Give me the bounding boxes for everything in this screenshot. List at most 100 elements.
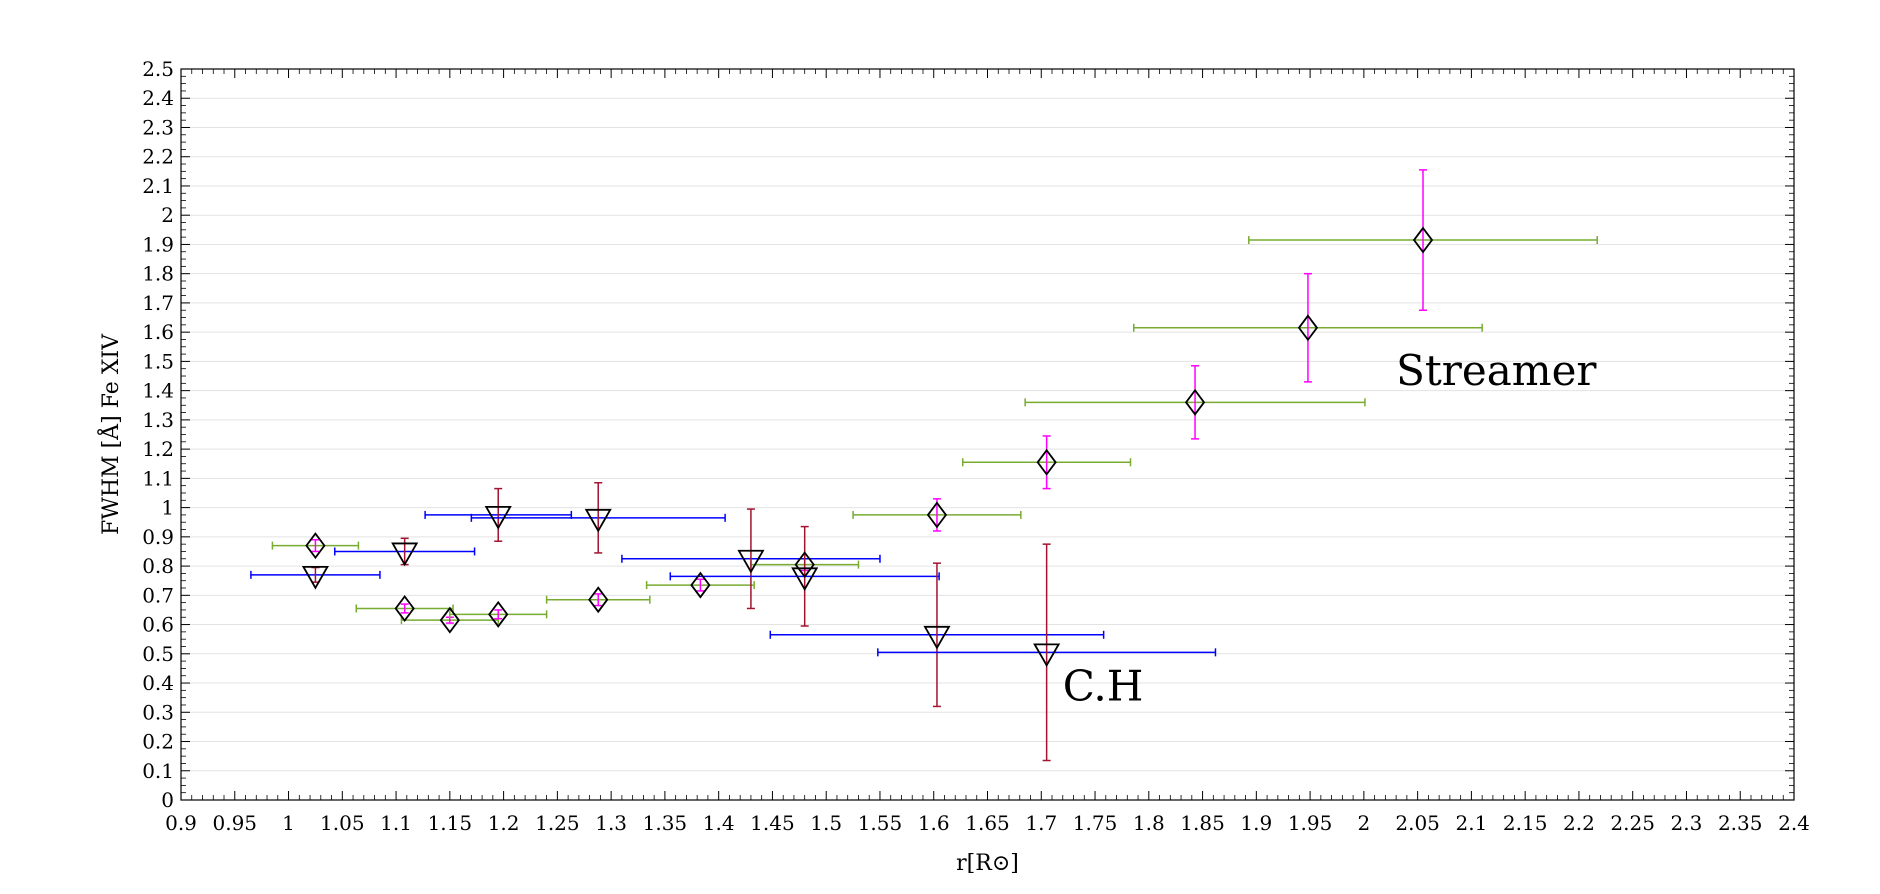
- y-tick-label: 0.7: [142, 583, 174, 607]
- diamond-marker: [1036, 448, 1057, 476]
- triangle-down-marker: [791, 567, 819, 592]
- y-tick-label: 1.8: [142, 262, 174, 286]
- x-tick-label: 2.3: [1671, 811, 1703, 835]
- x-tick-label: 1.05: [320, 811, 365, 835]
- y-tick-label: 0.5: [142, 642, 174, 666]
- triangle-down-marker: [391, 542, 419, 567]
- x-tick-label: 1.5: [810, 811, 842, 835]
- y-tick-label: 2.4: [142, 86, 174, 110]
- x-tick-label: 1.25: [535, 811, 580, 835]
- y-tick-label: 1.5: [142, 349, 174, 373]
- error-bar-s0-p3: [449, 609, 548, 620]
- annotation-streamer: Streamer: [1396, 346, 1597, 395]
- y-tick-label: 1: [161, 496, 174, 520]
- y-tick-label: 0: [161, 788, 174, 812]
- x-tick-label: 1: [282, 811, 295, 835]
- y-tick-label: 0.8: [142, 554, 174, 578]
- error-bars: [250, 169, 1598, 762]
- axis-ticks: [180, 68, 1795, 801]
- y-tick-label: 0.1: [142, 759, 174, 783]
- x-tick-label: 1.7: [1025, 811, 1057, 835]
- x-tick-label: 2.2: [1563, 811, 1595, 835]
- error-bar-s1-p2: [424, 487, 573, 542]
- x-tick-label: 1.9: [1240, 811, 1272, 835]
- triangle-down-marker: [1033, 643, 1061, 668]
- x-tick-label: 1.4: [703, 811, 735, 835]
- error-bar-s1-p3: [470, 481, 726, 554]
- x-tick-label: 2.1: [1455, 811, 1487, 835]
- x-tick-label: 2: [1357, 811, 1370, 835]
- x-tick-label: 1.15: [428, 811, 473, 835]
- x-tick-label: 1.45: [750, 811, 795, 835]
- y-axis-label: FWHM [Å] Fe XIV: [96, 333, 124, 535]
- diamond-marker: [926, 501, 948, 529]
- diamond-marker: [1184, 388, 1206, 416]
- x-tick-label: 1.2: [488, 811, 520, 835]
- y-tick-label: 1.1: [142, 466, 174, 490]
- x-tick-label: 1.85: [1180, 811, 1225, 835]
- y-tick-label: 1.3: [142, 408, 174, 432]
- diamond-marker: [1297, 314, 1319, 342]
- diamond-marker: [690, 571, 711, 599]
- y-tick-label: 1.9: [142, 232, 174, 256]
- y-tick-label: 1.2: [142, 437, 174, 461]
- x-tick-label: 1.3: [595, 811, 627, 835]
- triangle-down-marker: [737, 549, 765, 574]
- diamond-marker: [439, 606, 460, 634]
- annotation-c-h: C.H: [1063, 662, 1144, 711]
- error-bar-s1-p7: [877, 543, 1217, 762]
- error-bar-s1-p4: [621, 508, 881, 610]
- y-tick-label: 2.5: [142, 57, 174, 81]
- x-tick-label: 1.95: [1288, 811, 1333, 835]
- diamond-marker: [588, 586, 609, 614]
- tick-labels: 0 0.1 0.2 0.3 0.4 0.5 0.6 0.7 0.8 0.9 1 1.1 1.2 1.3 1.…: [142, 57, 1810, 835]
- triangle-down-marker: [584, 508, 612, 533]
- x-tick-label: 2.15: [1503, 811, 1548, 835]
- diamond-marker: [1412, 226, 1434, 254]
- grid: [181, 97, 1794, 772]
- y-tick-label: 2.1: [142, 174, 174, 198]
- x-axis-label: r[R⊙]: [956, 851, 1019, 876]
- x-tick-label: 1.55: [858, 811, 903, 835]
- x-tick-label: 1.6: [918, 811, 950, 835]
- y-tick-label: 0.6: [142, 613, 174, 637]
- error-bar-s0-p8: [962, 435, 1132, 490]
- y-tick-label: 1.4: [142, 379, 174, 403]
- y-tick-label: 0.4: [142, 671, 174, 695]
- error-bar-s0-p4: [545, 593, 651, 607]
- x-tick-label: 2.4: [1778, 811, 1810, 835]
- diamond-marker: [394, 594, 415, 622]
- y-tick-label: 1.6: [142, 320, 174, 344]
- error-bar-s1-p1: [334, 537, 476, 566]
- x-tick-label: 1.65: [965, 811, 1010, 835]
- annotations: Streamer C.H: [1063, 346, 1598, 711]
- error-bar-s0-p1: [355, 603, 454, 614]
- x-tick-label: 2.05: [1395, 811, 1440, 835]
- y-tick-label: 0.9: [142, 525, 174, 549]
- diamond-marker: [305, 532, 326, 560]
- x-tick-label: 2.35: [1718, 811, 1763, 835]
- error-bar-s1-p0: [250, 566, 381, 583]
- x-tick-label: 1.1: [380, 811, 412, 835]
- markers: [301, 226, 1434, 668]
- y-tick-label: 0.2: [142, 730, 174, 754]
- x-tick-label: 1.75: [1073, 811, 1118, 835]
- diamond-marker: [794, 551, 815, 579]
- y-tick-label: 0.3: [142, 700, 174, 724]
- plot-frame: [180, 68, 1795, 801]
- error-bar-s0-p5: [645, 578, 755, 592]
- y-tick-label: 2: [161, 203, 174, 227]
- triangle-down-marker: [484, 506, 512, 530]
- y-tick-label: 2.3: [142, 115, 174, 139]
- x-tick-label: 1.35: [643, 811, 688, 835]
- triangle-down-marker: [923, 625, 951, 650]
- error-bar-s0-p9: [1024, 365, 1366, 440]
- error-bar-s0-p0: [271, 539, 360, 553]
- triangle-down-marker: [301, 565, 329, 590]
- error-bar-s0-p10: [1132, 272, 1483, 383]
- x-tick-label: 0.95: [213, 811, 258, 835]
- error-bar-s1-p6: [769, 562, 1105, 708]
- x-tick-label: 2.25: [1610, 811, 1655, 835]
- y-tick-label: 2.2: [142, 145, 174, 169]
